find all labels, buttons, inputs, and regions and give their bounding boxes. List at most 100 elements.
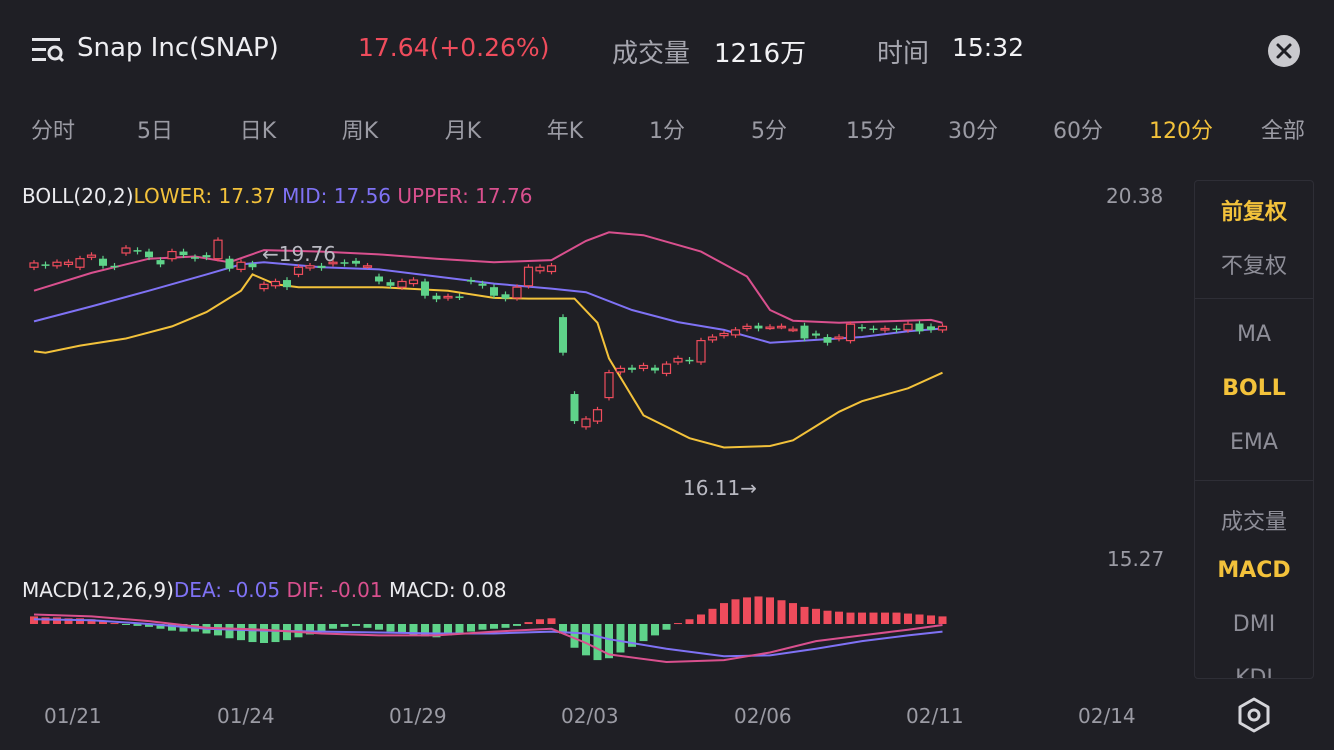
- tab-intraday[interactable]: 分时: [30, 119, 75, 144]
- candle: [259, 283, 269, 290]
- macd-bar: [892, 612, 901, 624]
- macd-name: MACD(12,26,9): [22, 578, 174, 602]
- candle: [581, 418, 591, 428]
- macd-bar: [76, 618, 84, 624]
- candle: [823, 337, 832, 343]
- indicator-macd[interactable]: MACD: [1217, 558, 1291, 583]
- indicator-ma[interactable]: MA: [1236, 322, 1272, 347]
- candle: [858, 327, 866, 329]
- tab-daily[interactable]: 日K: [239, 119, 277, 144]
- candle: [903, 323, 913, 331]
- x-axis-label: 01/24: [217, 704, 275, 728]
- macd-bar: [168, 624, 176, 631]
- candle: [352, 260, 360, 264]
- macd-bar: [559, 624, 567, 634]
- adjust-forward[interactable]: 前复权: [1220, 200, 1287, 225]
- boll-mid: MID: 17.56: [282, 184, 392, 208]
- tab-monthly[interactable]: 月K: [444, 119, 482, 144]
- macd-dif: DIF: -0.01: [286, 578, 383, 602]
- candle: [707, 336, 718, 341]
- indicator-dmi[interactable]: DMI: [1232, 612, 1276, 637]
- macd-bar: [87, 619, 96, 624]
- candle: [86, 254, 97, 258]
- adjust-none[interactable]: 不复权: [1220, 254, 1287, 279]
- panel-divider: [1195, 298, 1313, 299]
- period-tabs: 分时 5日 日K 周K 月K 年K 1分 5分 15分 30分 60分 120分…: [0, 110, 1334, 154]
- tab-1min[interactable]: 1分: [649, 119, 685, 144]
- tab-30min[interactable]: 30分: [948, 119, 998, 144]
- indicator-kdj[interactable]: KDJ: [1235, 666, 1273, 679]
- candle: [317, 265, 326, 268]
- macd-bar: [582, 624, 590, 656]
- settings-icon: [1238, 697, 1270, 733]
- x-axis-label: 02/11: [906, 704, 964, 728]
- candle: [880, 327, 890, 331]
- macd-bar: [800, 606, 809, 624]
- candle: [742, 325, 752, 330]
- x-axis-label: 02/03: [561, 704, 619, 728]
- candle: [546, 265, 557, 273]
- macd-bar: [835, 611, 843, 624]
- indicator-volume[interactable]: 成交量: [1220, 510, 1287, 535]
- low-price-marker: 16.11→: [683, 476, 758, 500]
- candle: [776, 325, 787, 329]
- macd-bar: [915, 614, 924, 624]
- candle: [156, 260, 165, 265]
- high-price-marker: ←19.76: [262, 242, 337, 266]
- candle: [765, 326, 775, 330]
- indicator-ema[interactable]: EMA: [1230, 430, 1278, 455]
- macd-bar: [846, 612, 855, 624]
- time-label: 时间: [877, 39, 930, 69]
- tab-120min[interactable]: 120分: [1149, 119, 1213, 144]
- macd-bar: [777, 600, 786, 624]
- tab-5min[interactable]: 5分: [751, 119, 787, 144]
- tab-all[interactable]: 全部: [1260, 119, 1305, 144]
- candle: [167, 250, 177, 260]
- candle: [397, 280, 407, 288]
- tab-15min[interactable]: 15分: [846, 119, 896, 144]
- macd-bar: [306, 624, 314, 635]
- boll-upper: UPPER: 17.76: [397, 184, 533, 208]
- candle: [75, 258, 85, 268]
- macd-bar: [731, 599, 740, 624]
- candle: [133, 250, 142, 252]
- price-chart[interactable]: [0, 170, 1190, 750]
- tab-5day[interactable]: 5日: [137, 119, 173, 144]
- list-search-icon[interactable]: [30, 34, 66, 66]
- candle: [535, 266, 545, 272]
- candle: [696, 340, 706, 363]
- candle: [927, 326, 935, 330]
- settings-button[interactable]: [1236, 697, 1272, 733]
- candle: [892, 328, 901, 330]
- macd-bar: [467, 624, 475, 632]
- close-button[interactable]: [1268, 35, 1300, 67]
- candle: [592, 409, 603, 422]
- macd-bar: [386, 624, 395, 632]
- macd-bar: [133, 624, 142, 626]
- candle: [651, 367, 659, 371]
- macd-legend: MACD(12,26,9)DEA: -0.05 DIF: -0.01 MACD:…: [22, 578, 507, 602]
- candle: [570, 394, 579, 422]
- macd-bar: [363, 624, 372, 628]
- tab-60min[interactable]: 60分: [1053, 119, 1103, 144]
- candle: [628, 367, 636, 370]
- macd-bar: [317, 624, 326, 632]
- macd-bar: [53, 617, 61, 624]
- macd-bar: [398, 624, 406, 634]
- candle: [443, 295, 453, 299]
- candle: [937, 325, 948, 331]
- x-axis-label: 01/29: [389, 704, 447, 728]
- stock-price: 17.64(+0.26%): [358, 33, 550, 62]
- macd-bar: [225, 624, 234, 639]
- tab-weekly[interactable]: 周K: [341, 119, 379, 144]
- macd-bar: [789, 603, 797, 624]
- macd-bar: [248, 624, 257, 643]
- macd-bar: [145, 624, 153, 627]
- macd-bar: [605, 624, 613, 659]
- boll-lower: LOWER: 17.37: [133, 184, 276, 208]
- tab-yearly[interactable]: 年K: [546, 119, 584, 144]
- candle: [730, 329, 741, 336]
- macd-bar: [869, 612, 878, 624]
- indicator-boll[interactable]: BOLL: [1222, 376, 1286, 401]
- boll-legend: BOLL(20,2)LOWER: 17.37 MID: 17.56 UPPER:…: [22, 184, 532, 208]
